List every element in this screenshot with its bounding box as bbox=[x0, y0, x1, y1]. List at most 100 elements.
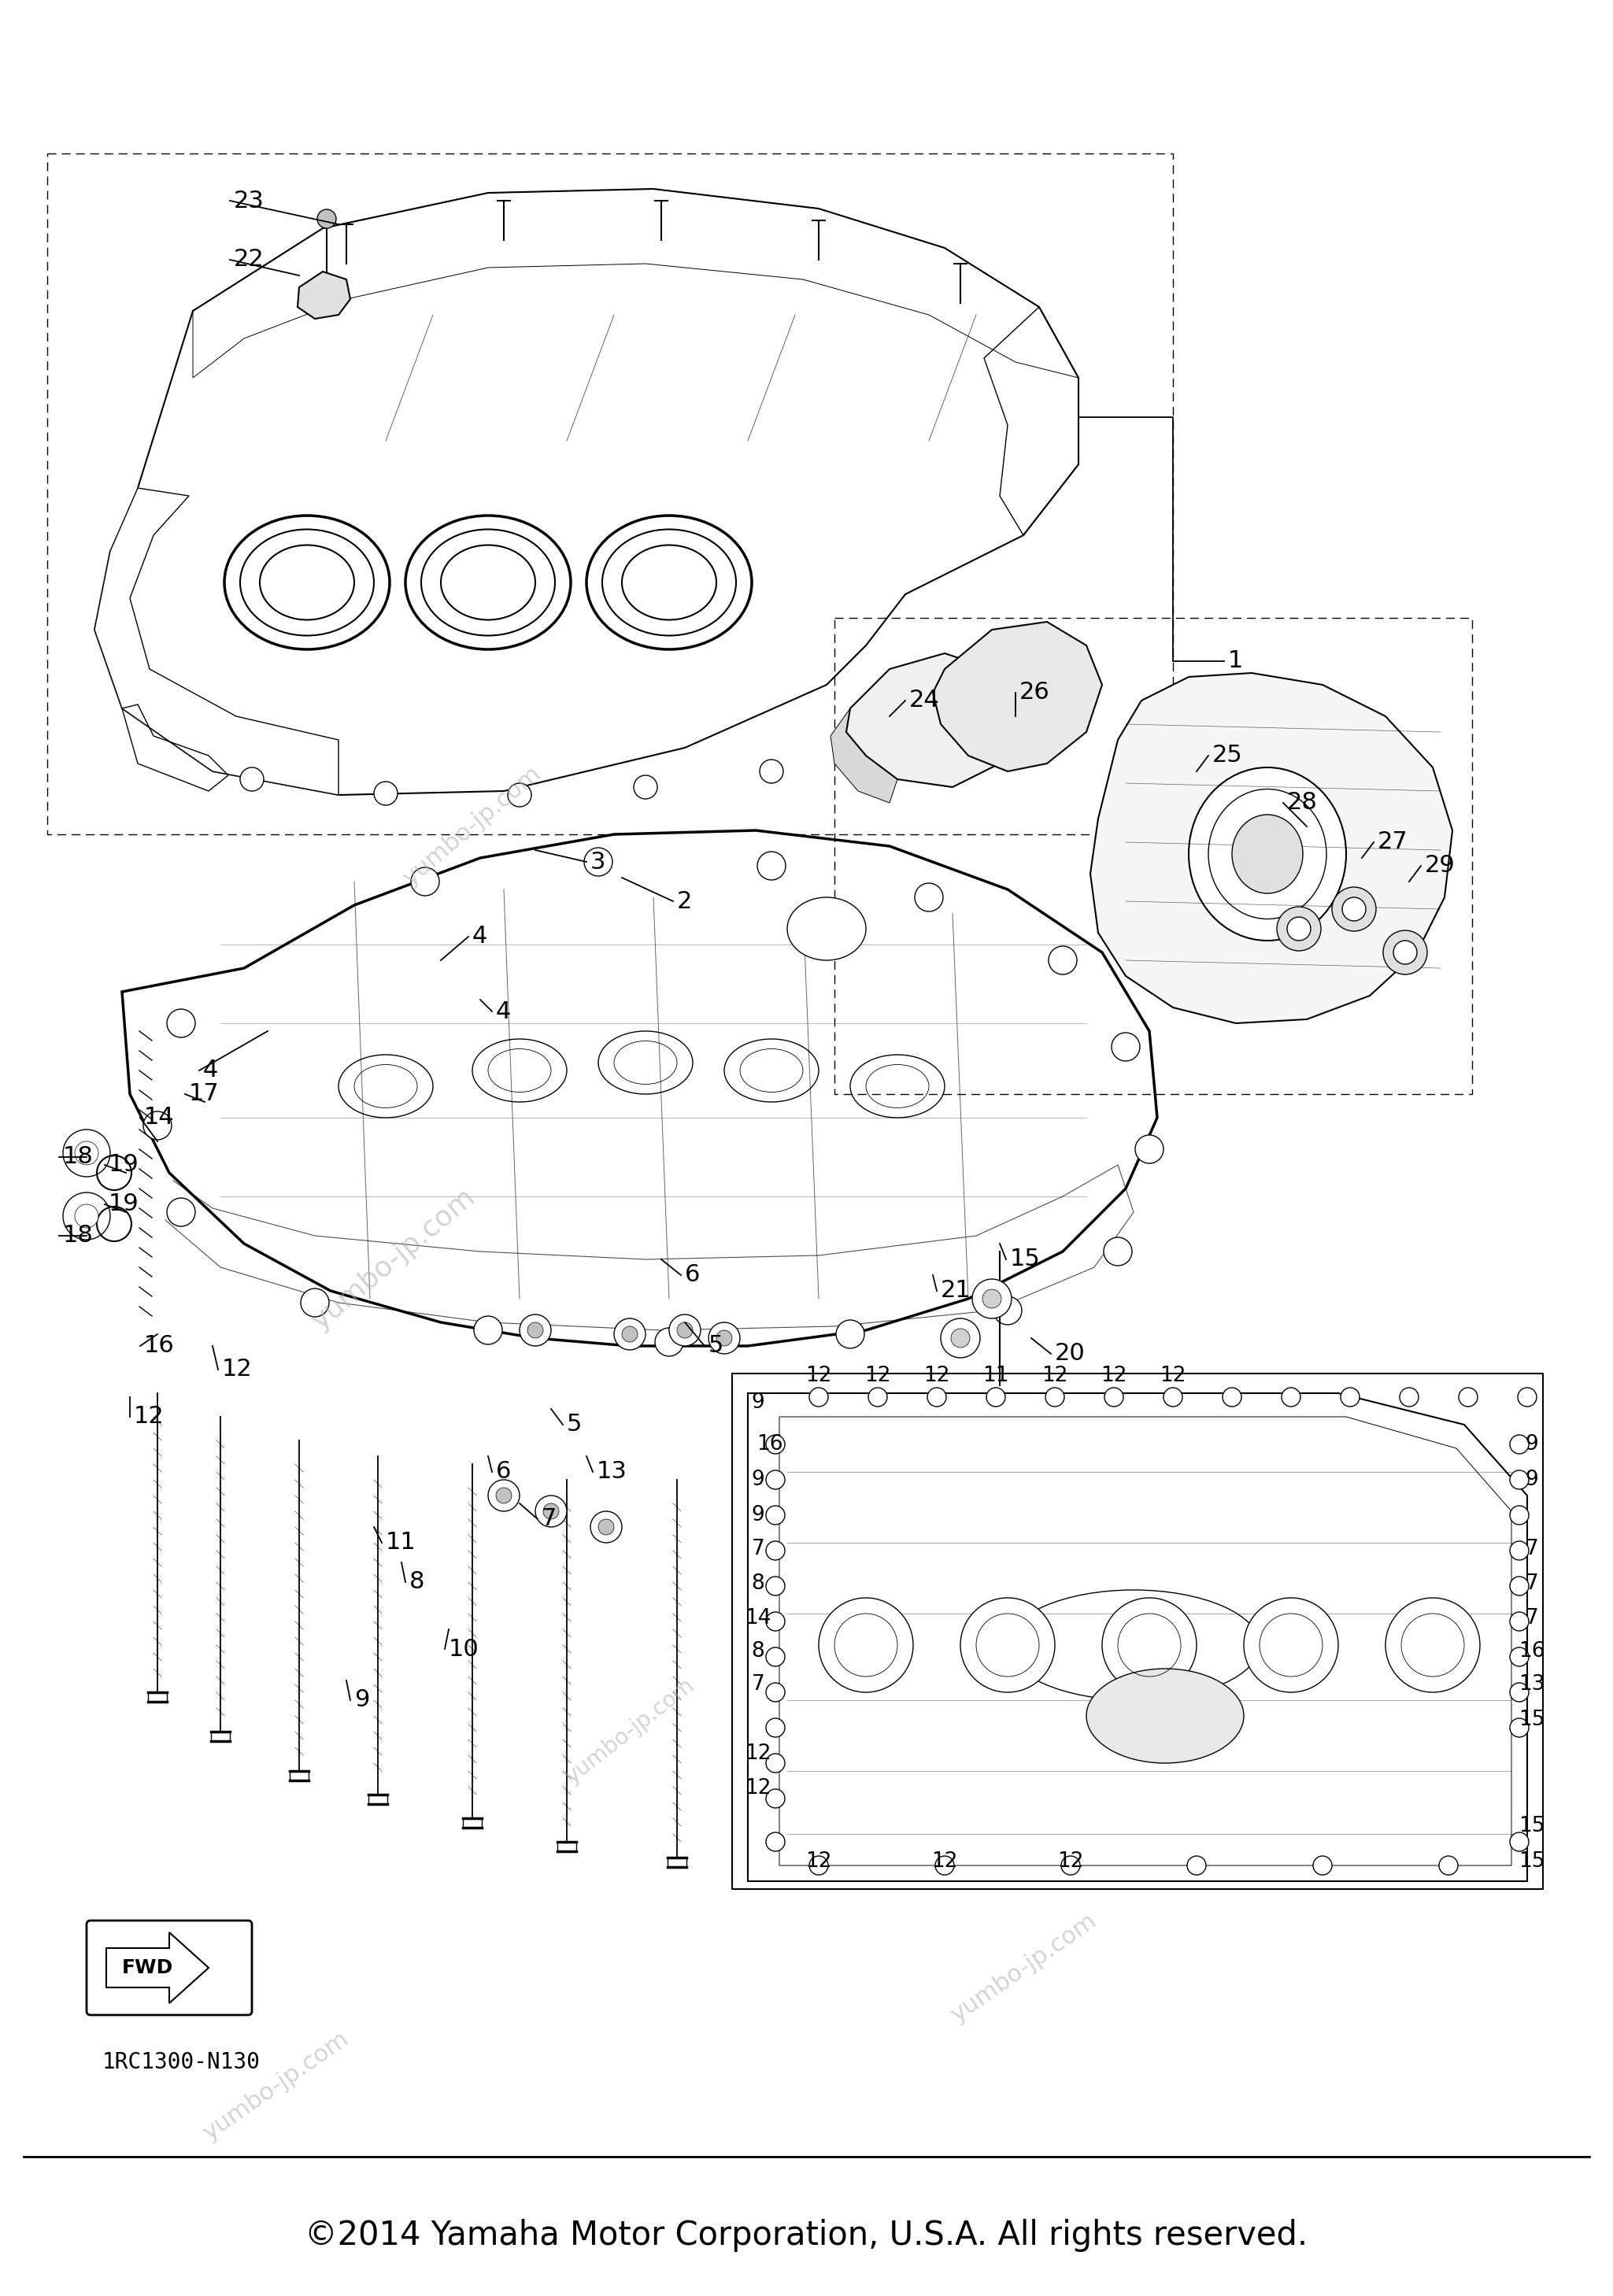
Circle shape bbox=[766, 1649, 786, 1667]
Circle shape bbox=[936, 1855, 955, 1876]
Circle shape bbox=[716, 1329, 732, 1345]
Text: ©2014 Yamaha Motor Corporation, U.S.A. All rights reserved.: ©2014 Yamaha Motor Corporation, U.S.A. A… bbox=[305, 2218, 1308, 2252]
Circle shape bbox=[766, 1612, 786, 1630]
Circle shape bbox=[927, 1387, 947, 1407]
Circle shape bbox=[810, 1855, 827, 1876]
Circle shape bbox=[411, 868, 439, 895]
Text: 5: 5 bbox=[566, 1414, 582, 1435]
Text: 7: 7 bbox=[1526, 1538, 1539, 1559]
Text: FWD: FWD bbox=[123, 1958, 173, 1977]
Circle shape bbox=[1510, 1469, 1529, 1490]
Text: 8: 8 bbox=[410, 1570, 424, 1593]
Circle shape bbox=[669, 1316, 700, 1345]
Text: 12: 12 bbox=[134, 1405, 165, 1428]
Text: 12: 12 bbox=[1042, 1366, 1068, 1387]
Text: 1RC1300-N130: 1RC1300-N130 bbox=[102, 2050, 261, 2073]
Circle shape bbox=[960, 1598, 1055, 1692]
Circle shape bbox=[1287, 916, 1311, 941]
Circle shape bbox=[536, 1495, 566, 1527]
Text: 3: 3 bbox=[590, 850, 606, 872]
Circle shape bbox=[1277, 907, 1321, 951]
Circle shape bbox=[584, 847, 613, 877]
Text: 12: 12 bbox=[1058, 1851, 1084, 1871]
Text: 29: 29 bbox=[1424, 854, 1455, 877]
Text: 6: 6 bbox=[686, 1263, 700, 1286]
Text: 16: 16 bbox=[1519, 1642, 1545, 1662]
Text: 12: 12 bbox=[924, 1366, 950, 1387]
Circle shape bbox=[1187, 1855, 1207, 1876]
Circle shape bbox=[708, 1322, 740, 1355]
Text: 12: 12 bbox=[805, 1851, 832, 1871]
Circle shape bbox=[144, 1111, 171, 1139]
Circle shape bbox=[166, 1008, 195, 1038]
Ellipse shape bbox=[1008, 1589, 1260, 1699]
Text: 28: 28 bbox=[1287, 792, 1318, 815]
Text: 14: 14 bbox=[745, 1607, 771, 1628]
Circle shape bbox=[1382, 930, 1428, 974]
Circle shape bbox=[1045, 1387, 1065, 1407]
Circle shape bbox=[1048, 946, 1077, 974]
Circle shape bbox=[300, 1288, 329, 1318]
Text: 6: 6 bbox=[495, 1460, 511, 1483]
Text: 7: 7 bbox=[1526, 1573, 1539, 1593]
Circle shape bbox=[1103, 1238, 1132, 1265]
Circle shape bbox=[1342, 898, 1366, 921]
Text: 11: 11 bbox=[982, 1366, 1010, 1387]
Circle shape bbox=[1394, 941, 1416, 964]
Text: 18: 18 bbox=[63, 1224, 94, 1247]
Text: 12: 12 bbox=[1100, 1366, 1127, 1387]
Circle shape bbox=[1510, 1506, 1529, 1525]
Text: yumbo-jp.com: yumbo-jp.com bbox=[398, 762, 545, 891]
Text: 19: 19 bbox=[108, 1153, 139, 1176]
Text: 12: 12 bbox=[931, 1851, 958, 1871]
Text: 18: 18 bbox=[63, 1146, 94, 1169]
Circle shape bbox=[766, 1789, 786, 1807]
Polygon shape bbox=[95, 489, 339, 794]
Circle shape bbox=[1510, 1541, 1529, 1559]
Circle shape bbox=[766, 1754, 786, 1773]
Circle shape bbox=[1458, 1387, 1478, 1407]
Text: 15: 15 bbox=[1010, 1249, 1040, 1270]
Circle shape bbox=[527, 1322, 544, 1339]
Circle shape bbox=[590, 1511, 623, 1543]
Ellipse shape bbox=[1189, 767, 1347, 941]
Circle shape bbox=[63, 1192, 110, 1240]
Circle shape bbox=[1510, 1649, 1529, 1667]
Circle shape bbox=[495, 1488, 511, 1504]
Circle shape bbox=[1136, 1134, 1163, 1164]
Circle shape bbox=[615, 1318, 645, 1350]
Circle shape bbox=[766, 1832, 786, 1851]
Text: 4: 4 bbox=[473, 925, 487, 948]
Circle shape bbox=[1510, 1435, 1529, 1453]
Text: 12: 12 bbox=[805, 1366, 832, 1387]
Text: 9: 9 bbox=[355, 1690, 369, 1711]
Text: 27: 27 bbox=[1378, 831, 1408, 854]
Text: 9: 9 bbox=[752, 1504, 765, 1525]
Circle shape bbox=[1340, 1387, 1360, 1407]
Circle shape bbox=[240, 767, 263, 792]
Text: 7: 7 bbox=[1526, 1607, 1539, 1628]
Circle shape bbox=[766, 1717, 786, 1738]
Circle shape bbox=[677, 1322, 692, 1339]
Circle shape bbox=[1105, 1387, 1123, 1407]
Circle shape bbox=[1223, 1387, 1242, 1407]
Text: 16: 16 bbox=[756, 1435, 782, 1456]
Circle shape bbox=[987, 1387, 1005, 1407]
Circle shape bbox=[1244, 1598, 1339, 1692]
Circle shape bbox=[760, 760, 784, 783]
Circle shape bbox=[766, 1469, 786, 1490]
Circle shape bbox=[1510, 1683, 1529, 1701]
Text: 10: 10 bbox=[448, 1637, 479, 1660]
Text: 21: 21 bbox=[940, 1279, 971, 1302]
Circle shape bbox=[1111, 1033, 1140, 1061]
Polygon shape bbox=[297, 271, 350, 319]
Text: 26: 26 bbox=[1019, 682, 1050, 705]
Circle shape bbox=[952, 1329, 969, 1348]
Text: 4: 4 bbox=[495, 1001, 511, 1022]
Circle shape bbox=[655, 1327, 684, 1357]
Circle shape bbox=[1518, 1387, 1537, 1407]
Circle shape bbox=[766, 1541, 786, 1559]
Text: 9: 9 bbox=[752, 1469, 765, 1490]
Text: yumbo-jp.com: yumbo-jp.com bbox=[947, 1908, 1100, 2027]
Circle shape bbox=[868, 1387, 887, 1407]
